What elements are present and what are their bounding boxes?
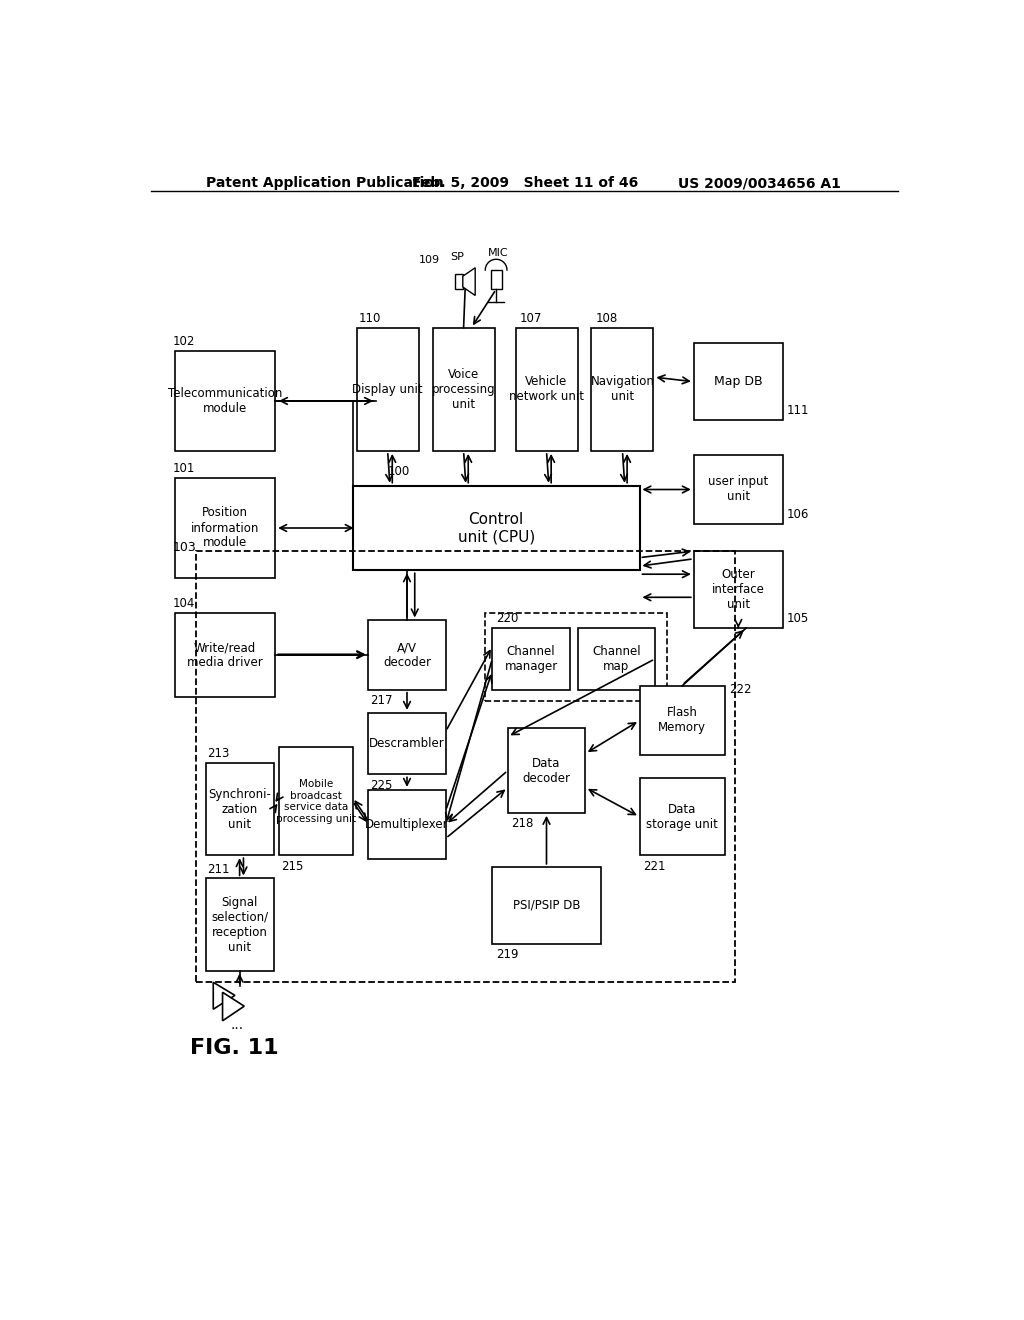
Text: 110: 110	[358, 312, 381, 325]
Text: Navigation
unit: Navigation unit	[591, 375, 654, 404]
Bar	[455, 275, 463, 289]
Bar	[356, 327, 419, 451]
Text: A/V
decoder: A/V decoder	[383, 642, 431, 669]
Text: Synchroni-
zation
unit: Synchroni- zation unit	[208, 788, 271, 830]
Bar	[493, 628, 569, 689]
Bar	[640, 779, 725, 855]
Text: 101: 101	[173, 462, 196, 475]
Bar	[592, 327, 653, 451]
Text: 225: 225	[370, 779, 392, 792]
Polygon shape	[213, 982, 234, 1010]
Text: Patent Application Publication: Patent Application Publication	[206, 176, 443, 190]
Text: Feb. 5, 2009   Sheet 11 of 46: Feb. 5, 2009 Sheet 11 of 46	[412, 176, 638, 190]
Text: Signal
selection/
reception
unit: Signal selection/ reception unit	[211, 895, 268, 953]
Text: Demultiplexer: Demultiplexer	[366, 818, 449, 832]
Bar	[484, 612, 667, 701]
Bar	[369, 620, 445, 689]
Text: Map DB: Map DB	[714, 375, 763, 388]
Bar	[206, 878, 273, 970]
Text: 108: 108	[595, 312, 617, 325]
Text: 221: 221	[643, 859, 666, 873]
Text: Position
information
module: Position information module	[190, 507, 259, 549]
Text: 104: 104	[173, 597, 196, 610]
Text: Mobile
broadcast
service data
processing unit: Mobile broadcast service data processing…	[275, 779, 356, 824]
Bar	[197, 552, 735, 982]
Text: ...: ...	[230, 1018, 244, 1032]
Text: 222: 222	[729, 684, 752, 696]
Text: Write/read
media driver: Write/read media driver	[187, 642, 263, 669]
Text: Vehicle
network unit: Vehicle network unit	[509, 375, 584, 404]
Text: 217: 217	[370, 694, 392, 708]
Bar	[369, 713, 445, 775]
Bar	[352, 486, 640, 570]
Text: US 2009/0034656 A1: US 2009/0034656 A1	[678, 176, 841, 190]
Text: Voice
processing
unit: Voice processing unit	[432, 368, 496, 411]
Bar	[490, 271, 502, 289]
Text: Channel
map: Channel map	[592, 645, 641, 673]
Text: 220: 220	[496, 612, 518, 626]
Text: 109: 109	[419, 255, 439, 265]
Text: Data
storage unit: Data storage unit	[646, 803, 718, 830]
Bar	[432, 327, 495, 451]
Text: Telecommunication
module: Telecommunication module	[168, 387, 282, 414]
Text: 103: 103	[172, 541, 197, 554]
Text: Flash
Memory: Flash Memory	[658, 706, 707, 734]
Bar	[508, 729, 586, 813]
Bar	[206, 763, 273, 855]
Text: Data
decoder: Data decoder	[522, 756, 570, 784]
Text: PSI/PSIP DB: PSI/PSIP DB	[513, 899, 581, 912]
Text: 218: 218	[512, 817, 534, 830]
Bar	[493, 867, 601, 944]
Text: Control
unit (CPU): Control unit (CPU)	[458, 512, 535, 544]
Text: 211: 211	[207, 862, 229, 875]
Bar	[369, 789, 445, 859]
Text: SP: SP	[451, 252, 464, 261]
Text: 106: 106	[786, 508, 809, 521]
Bar	[693, 455, 783, 524]
Text: 100: 100	[388, 465, 410, 478]
Text: 102: 102	[173, 335, 196, 348]
Bar	[515, 327, 578, 451]
Bar	[174, 612, 275, 697]
Text: MIC: MIC	[488, 248, 509, 259]
Text: FIG. 11: FIG. 11	[190, 1038, 279, 1057]
Text: user input
unit: user input unit	[709, 475, 768, 503]
Text: 219: 219	[496, 948, 518, 961]
Bar	[280, 747, 352, 855]
Text: 107: 107	[519, 312, 542, 325]
Bar	[640, 686, 725, 755]
Text: Outer
interface
unit: Outer interface unit	[712, 568, 765, 611]
Bar	[174, 351, 275, 451]
Polygon shape	[222, 993, 245, 1020]
Text: 105: 105	[786, 612, 809, 626]
Bar	[693, 552, 783, 628]
Text: 213: 213	[207, 747, 229, 760]
Text: 111: 111	[786, 404, 809, 417]
Text: Display unit: Display unit	[352, 383, 423, 396]
Bar	[578, 628, 655, 689]
Polygon shape	[463, 268, 475, 296]
Bar	[693, 343, 783, 420]
Bar	[174, 478, 275, 578]
Text: 215: 215	[281, 859, 303, 873]
Text: Channel
manager: Channel manager	[505, 645, 558, 673]
Text: Descrambler: Descrambler	[369, 737, 444, 750]
